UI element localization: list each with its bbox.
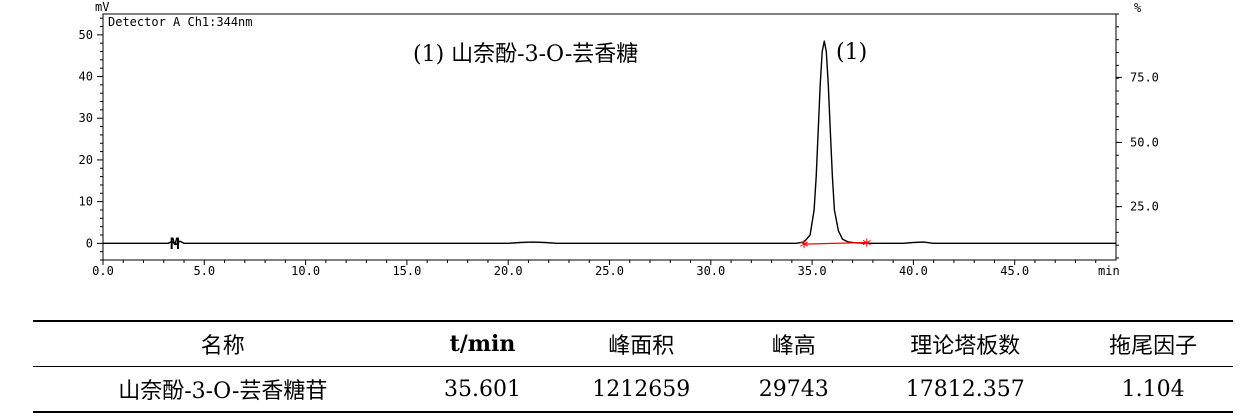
x-tick-label: 40.0: [899, 264, 928, 278]
cell-peak-height: 29743: [758, 376, 829, 402]
header-name: 名称: [200, 334, 245, 359]
cell-theoretical-plates: 17812.357: [905, 376, 1025, 402]
y-tick-label-left: 20: [79, 153, 93, 167]
peak-number-label: (1): [836, 40, 867, 65]
results-table: 名称 t/min 峰面积 峰高 理论塔板数 拖尾因子 山奈酚-3-O-芸香糖苷 …: [33, 320, 1233, 413]
header-retention-time: t/min: [449, 331, 516, 357]
integration-baseline: [803, 241, 867, 245]
cell-name: 山奈酚-3-O-芸香糖苷: [118, 379, 328, 404]
x-tick-label: 35.0: [798, 264, 827, 278]
chromatogram-chart: 0 10 20 30 40 50 25.0 50.0 75.0 0.0 5.0 10.0 15.0 2…: [79, 0, 1159, 278]
y-axis-unit-right: %: [1134, 1, 1142, 15]
detector-label: Detector A Ch1:344nm: [108, 15, 253, 29]
y-tick-label-left: 40: [79, 70, 93, 84]
chromatogram-trace: [103, 40, 1116, 246]
header-tailing-factor: 拖尾因子: [1109, 334, 1198, 359]
y-tick-label-left: 0: [86, 236, 93, 250]
y-axis-unit-left: mV: [95, 0, 109, 14]
header-theoretical-plates: 理论塔板数: [910, 334, 1021, 359]
cell-peak-area: 1212659: [592, 376, 691, 402]
integration-marker: *: [861, 235, 872, 256]
peak-name-annotation: (1) 山奈酚-3-O-芸香糖: [413, 42, 638, 67]
x-tick-label: 20.0: [494, 264, 523, 278]
x-axis-unit: min: [1098, 264, 1120, 278]
x-tick-label: 0.0: [92, 264, 114, 278]
cell-retention-time: 35.601: [443, 376, 521, 402]
integration-marker: *: [799, 237, 810, 258]
header-peak-area: 峰面积: [608, 334, 675, 359]
x-tick-label: 45.0: [1000, 264, 1029, 278]
y-tick-label-left: 10: [79, 195, 93, 209]
y-tick-label-right: 75.0: [1130, 70, 1159, 84]
x-tick-label: 10.0: [291, 264, 320, 278]
y-tick-label-left: 30: [79, 111, 93, 125]
y-tick-label-left: 50: [79, 28, 93, 42]
x-tick-label: 5.0: [193, 264, 215, 278]
cell-tailing-factor: 1.104: [1121, 376, 1185, 402]
y-tick-label-right: 25.0: [1130, 200, 1159, 214]
table-header-row: 名称 t/min 峰面积 峰高 理论塔板数 拖尾因子: [33, 321, 1233, 367]
x-tick-label: 30.0: [696, 264, 725, 278]
x-tick-label: 15.0: [392, 264, 421, 278]
table-row: 山奈酚-3-O-芸香糖苷 35.601 1212659 29743 17812.…: [33, 367, 1233, 412]
x-tick-label: 25.0: [595, 264, 624, 278]
header-peak-height: 峰高: [771, 334, 816, 359]
y-tick-label-right: 50.0: [1130, 135, 1159, 149]
